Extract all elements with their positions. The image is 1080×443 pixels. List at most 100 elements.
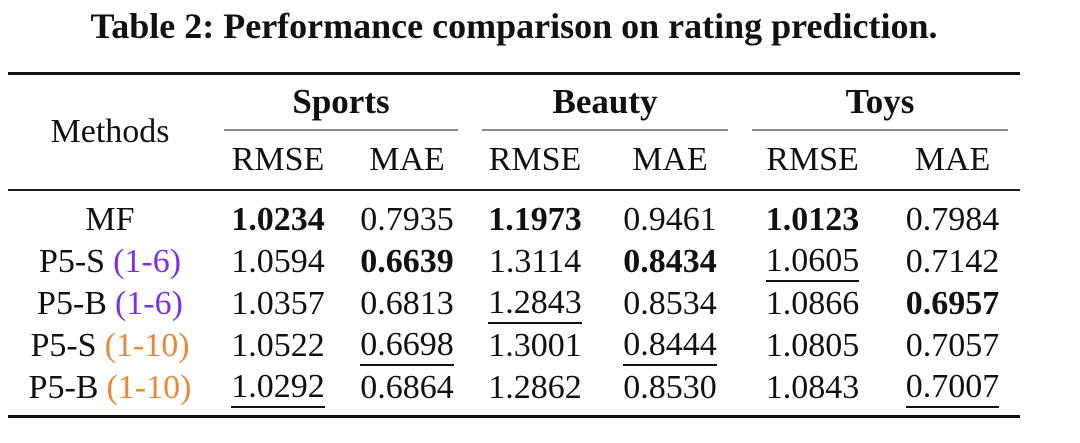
value-cell: 1.2862 — [470, 367, 600, 417]
metric-value: 0.7142 — [905, 243, 1000, 280]
metric-value: 1.0605 — [765, 243, 860, 283]
metric-value: 1.0292 — [231, 369, 325, 409]
method-cell: P5-B (1-10) — [8, 367, 212, 417]
value-cell: 0.8534 — [600, 283, 740, 325]
methods-header: Methods — [50, 113, 170, 150]
beauty-cmidrule — [482, 129, 728, 131]
metric-value: 0.6957 — [905, 285, 1000, 322]
method-name: MF — [85, 201, 135, 238]
group-header-row: Methods Sports Beauty Toys — [8, 74, 1020, 150]
metric-value: 0.6639 — [360, 243, 454, 280]
value-cell: 0.6864 — [344, 367, 470, 417]
value-cell: 1.3114 — [470, 241, 600, 283]
value-cell: 1.0123 — [740, 190, 885, 241]
value-cell: 1.0866 — [740, 283, 885, 325]
metric-value: 0.8444 — [623, 327, 717, 367]
metric-value: 1.0123 — [765, 201, 860, 238]
metric-value: 1.1973 — [488, 201, 582, 238]
table-header: Methods Sports Beauty Toys RMSE MAE RMSE — [8, 74, 1021, 190]
value-cell: 1.1973 — [470, 190, 600, 241]
metric-header-row: RMSE MAE RMSE MAE RMSE MAE — [8, 131, 1020, 190]
metric-value: 0.8530 — [623, 369, 717, 406]
beauty-mae-header: MAE — [632, 141, 708, 178]
method-name: P5-S — [30, 327, 97, 364]
metric-value: 1.0805 — [765, 327, 860, 364]
sports-mae-header: MAE — [369, 141, 445, 178]
table-body: MF 1.0234 0.7935 1.1973 0.9461 1.0123 0.7984 P5… — [8, 190, 1020, 417]
value-cell: 0.7142 — [885, 241, 1020, 283]
value-cell: 0.8530 — [600, 367, 740, 417]
value-cell: 0.8434 — [600, 241, 740, 283]
metric-value: 1.0522 — [231, 327, 325, 364]
metric-value: 1.0234 — [231, 201, 325, 238]
metric-value: 1.3001 — [488, 327, 582, 364]
value-cell: 0.6813 — [344, 283, 470, 325]
value-cell: 1.0522 — [212, 325, 344, 367]
sports-rmse-header: RMSE — [231, 141, 325, 178]
table-row: P5-S (1-6) 1.0594 0.6639 1.3114 0.8434 1.0605 0… — [8, 241, 1020, 283]
value-cell: 1.0605 — [740, 241, 885, 283]
metric-value: 1.2862 — [488, 369, 582, 406]
table-caption: Table 2: Performance comparison on ratin… — [90, 6, 938, 46]
toys-mae-header: MAE — [914, 141, 991, 178]
metric-value: 0.7984 — [905, 201, 1000, 238]
metric-value: 0.8434 — [623, 243, 717, 280]
metric-value: 0.6864 — [360, 369, 454, 406]
value-cell: 0.7007 — [885, 367, 1020, 417]
group-header-sports: Sports — [212, 74, 470, 131]
rating-range-label: (1-6) — [114, 285, 183, 322]
sports-cmidrule — [224, 129, 458, 131]
metric-value: 1.0594 — [231, 243, 325, 280]
group-header-toys: Toys — [740, 74, 1020, 131]
value-cell: 1.0234 — [212, 190, 344, 241]
value-cell: 1.2843 — [470, 283, 600, 325]
metric-value: 1.0866 — [765, 285, 860, 322]
value-cell: 1.0805 — [740, 325, 885, 367]
method-name: P5-S — [38, 243, 106, 280]
method-name: P5-B — [28, 369, 99, 406]
results-table: Methods Sports Beauty Toys RMSE MAE RMSE — [8, 72, 1021, 418]
value-cell: 0.7984 — [885, 190, 1020, 241]
group-label-toys: Toys — [845, 82, 915, 121]
value-cell: 0.6698 — [344, 325, 470, 367]
metric-value: 0.9461 — [623, 201, 717, 238]
table-row: P5-B (1-10) 1.0292 0.6864 1.2862 0.8530 1.0843… — [8, 367, 1020, 417]
beauty-rmse-header: RMSE — [488, 141, 582, 178]
metric-value: 0.7007 — [905, 369, 1000, 409]
method-cell: P5-S (1-6) — [8, 241, 212, 283]
metric-value: 1.2843 — [488, 285, 582, 325]
value-cell: 1.0357 — [212, 283, 344, 325]
group-label-beauty: Beauty — [552, 82, 658, 121]
group-label-sports: Sports — [292, 82, 390, 121]
rating-range-label: (1-10) — [104, 327, 190, 364]
method-cell: P5-S (1-10) — [8, 325, 212, 367]
toys-rmse-header: RMSE — [766, 141, 859, 178]
table-row: P5-B (1-6) 1.0357 0.6813 1.2843 0.8534 1.0866 0… — [8, 283, 1020, 325]
rating-range-label: (1-6) — [113, 243, 182, 280]
metric-value: 0.7057 — [905, 327, 1000, 364]
value-cell: 1.0594 — [212, 241, 344, 283]
metric-value: 0.6698 — [360, 327, 454, 367]
value-cell: 0.9461 — [600, 190, 740, 241]
value-cell: 0.6957 — [885, 283, 1020, 325]
method-cell: MF — [8, 190, 212, 241]
value-cell: 0.7057 — [885, 325, 1020, 367]
value-cell: 1.0292 — [212, 367, 344, 417]
method-name: P5-B — [37, 285, 107, 322]
toys-cmidrule — [752, 129, 1009, 131]
value-cell: 0.6639 — [344, 241, 470, 283]
value-cell: 0.8444 — [600, 325, 740, 367]
metric-value: 1.3114 — [488, 243, 582, 280]
metric-value: 1.0357 — [231, 285, 325, 322]
metric-value: 0.6813 — [360, 285, 454, 322]
value-cell: 1.0843 — [740, 367, 885, 417]
metric-value: 0.8534 — [623, 285, 717, 322]
table-row: P5-S (1-10) 1.0522 0.6698 1.3001 0.8444 1.0805… — [8, 325, 1020, 367]
method-cell: P5-B (1-6) — [8, 283, 212, 325]
value-cell: 1.3001 — [470, 325, 600, 367]
group-header-beauty: Beauty — [470, 74, 740, 131]
value-cell: 0.7935 — [344, 190, 470, 241]
table-row: MF 1.0234 0.7935 1.1973 0.9461 1.0123 0.7984 — [8, 190, 1020, 241]
rating-range-label: (1-10) — [106, 369, 192, 406]
